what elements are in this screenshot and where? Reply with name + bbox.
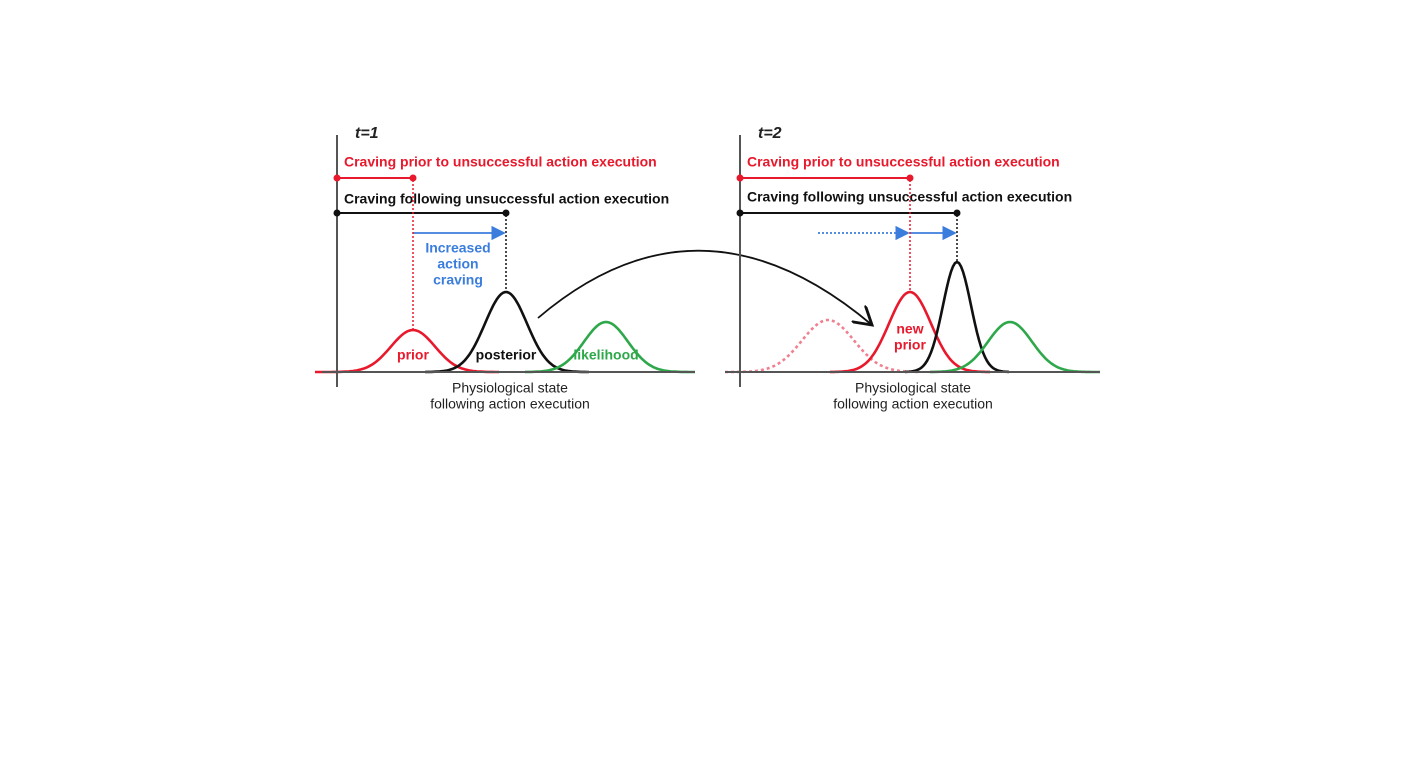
distribution-curve: [904, 260, 1010, 374]
dot: [953, 209, 961, 217]
time-label: t=1: [355, 125, 379, 142]
time-label: t=2: [758, 125, 782, 142]
x-axis-label: Physiological state: [452, 380, 568, 396]
dot: [333, 174, 341, 182]
dot: [409, 174, 417, 182]
x-axis-label: following action execution: [833, 396, 993, 412]
distribution-curve: [830, 290, 990, 374]
annotation: action: [437, 256, 478, 272]
distribution-curve: [725, 318, 919, 374]
dot: [906, 174, 914, 182]
curve-label: prior: [397, 347, 429, 363]
x-axis-label: Physiological state: [855, 380, 971, 396]
annotation: Increased: [425, 240, 490, 256]
curve-label: prior: [894, 337, 926, 353]
x-axis-label: following action execution: [430, 396, 590, 412]
panel-t2: t=2 Craving prior to unsuccessful action…: [725, 125, 1100, 412]
posterior-text: Craving following unsuccessful action ex…: [344, 191, 669, 207]
distribution-curve: [525, 320, 695, 374]
transition-arrow: [537, 249, 872, 325]
dot: [333, 209, 341, 217]
curve-label: posterior: [476, 347, 537, 363]
curve-label: new: [896, 321, 923, 337]
panel-t1: t=1 Craving prior to unsuccessful action…: [322, 125, 695, 412]
prior-text: Craving prior to unsuccessful action exe…: [344, 154, 657, 170]
dot: [502, 209, 510, 217]
curves: [315, 260, 1100, 374]
distribution-curve: [424, 290, 589, 374]
annotation: craving: [433, 272, 483, 288]
curve-label: likelihood: [573, 347, 638, 363]
dot: [736, 209, 744, 217]
prior-text: Craving prior to unsuccessful action exe…: [747, 154, 1060, 170]
dot: [736, 174, 744, 182]
